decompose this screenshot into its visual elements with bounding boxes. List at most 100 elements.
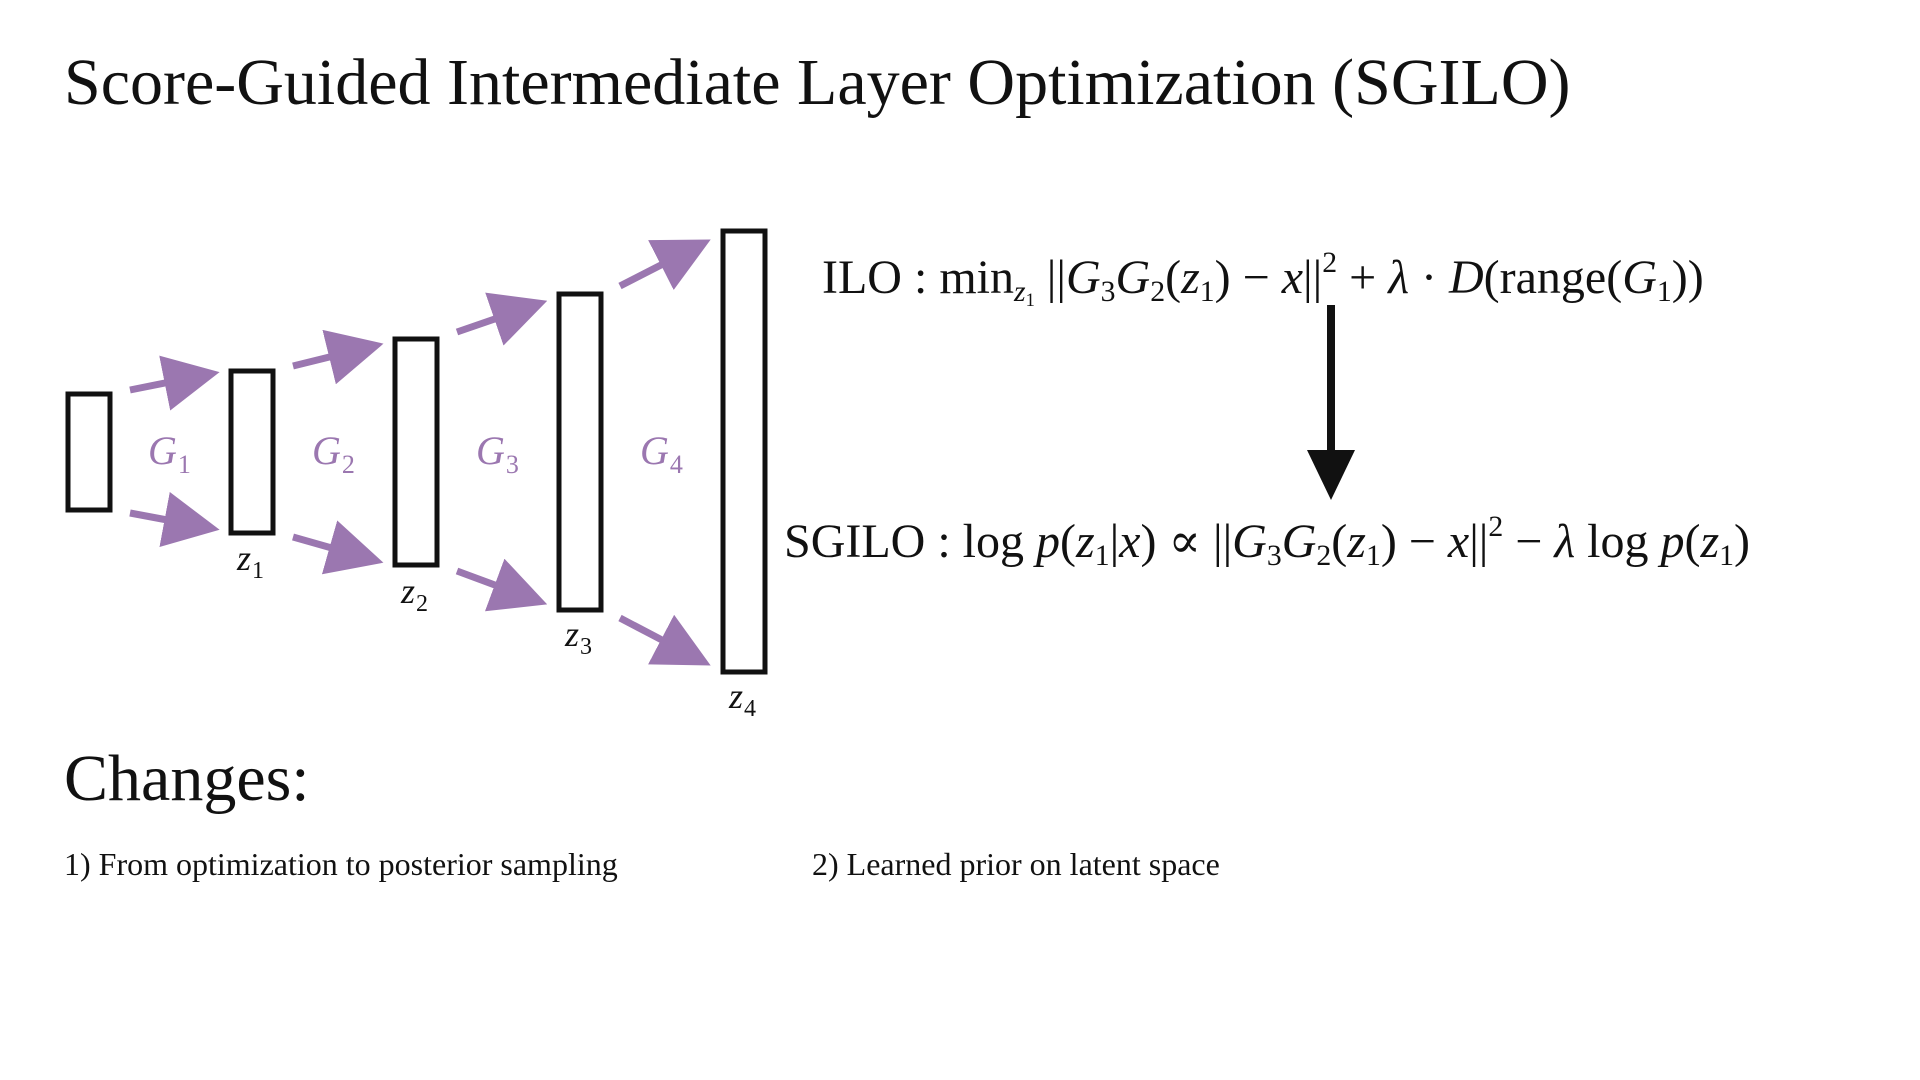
generator-label-g1: G1	[148, 428, 191, 479]
generator-label-g3-base: G	[476, 428, 505, 473]
generator-label-g2-sub: 2	[342, 450, 355, 479]
sgilo-colon: :	[925, 514, 963, 568]
sgilo-g3-sub: 3	[1266, 539, 1282, 573]
ilo-arg-open: (	[1165, 250, 1182, 304]
ilo-minus: −	[1230, 250, 1282, 304]
ilo-g1: G	[1622, 250, 1657, 304]
sgilo-arg-open: (	[1331, 514, 1348, 568]
arrow-g4-bottom	[618, 614, 711, 666]
generator-label-g3-sub: 3	[506, 450, 519, 479]
sgilo-p2: p	[1660, 514, 1685, 568]
layer-label-z2-sub: 2	[416, 591, 428, 617]
generator-label-g2-base: G	[312, 428, 341, 473]
ilo-g2: G	[1115, 250, 1151, 304]
change-item-2: 2) Learned prior on latent space	[812, 846, 1220, 882]
sgilo-z3-sub: 1	[1719, 539, 1735, 573]
ilo-equation: ILO : minz1 ||G3G2(z1) − x||2 + λ · D(ra…	[822, 248, 1704, 310]
slide-title: Score-Guided Intermediate Layer Optimiza…	[64, 46, 1571, 119]
ilo-close-norm: ||	[1303, 250, 1323, 304]
generator-arrows	[129, 239, 711, 666]
sgilo-equation: SGILO : log p(z1|x) ∝ ||G3G2(z1) − x||2 …	[784, 512, 1750, 571]
sgilo-p1: p	[1036, 514, 1061, 568]
sgilo-paren1-open: (	[1060, 514, 1076, 568]
layer-label-z1: z1	[236, 538, 264, 584]
generator-label-g4-sub: 4	[670, 450, 683, 479]
generator-label-g1-base: G	[148, 428, 177, 473]
ilo-x: x	[1281, 250, 1304, 304]
ilo-d: D	[1448, 250, 1484, 304]
sgilo-arg-close: )	[1380, 514, 1397, 568]
sgilo-minus: −	[1396, 514, 1448, 568]
sgilo-bar: |	[1109, 514, 1120, 568]
layer-label-z3: z3	[564, 614, 592, 660]
arrow-g1-top	[129, 355, 220, 411]
sgilo-g3: G	[1232, 514, 1267, 568]
generator-labels: G1 G2 G3 G4	[148, 428, 683, 479]
layer-box-z3	[556, 291, 604, 613]
ilo-lambda: λ	[1388, 250, 1409, 304]
generator-label-g2: G2	[312, 428, 355, 479]
ilo-min-sub-base: z	[1013, 275, 1026, 309]
sgilo-z1: z	[1076, 514, 1095, 568]
sgilo-propto: ∝	[1156, 514, 1213, 568]
layer-label-z4-sub: 4	[744, 696, 756, 722]
layer-box-input	[65, 391, 113, 513]
sgilo-z1-sub: 1	[1094, 539, 1110, 573]
ilo-open-norm: ||	[1034, 250, 1066, 304]
layer-box-z4	[720, 228, 768, 675]
sgilo-g2: G	[1281, 514, 1317, 568]
layer-box-z1	[228, 368, 276, 536]
generator-label-g1-sub: 1	[178, 450, 191, 479]
ilo-g1-sub: 1	[1656, 275, 1672, 309]
ilo-plus: +	[1337, 250, 1389, 304]
layer-label-z1-sub: 1	[252, 558, 264, 584]
transition-arrow-shaft	[1327, 305, 1335, 457]
sgilo-close-norm: ||	[1469, 514, 1489, 568]
ilo-range-open: (range(	[1483, 250, 1623, 304]
ilo-min: min	[939, 250, 1014, 304]
layer-label-z4-base: z	[728, 676, 743, 716]
sgilo-open-norm: ||	[1212, 514, 1233, 568]
generator-label-g4: G4	[640, 428, 683, 479]
sgilo-log2: log	[1575, 514, 1661, 568]
sgilo-g2-sub: 2	[1316, 539, 1332, 573]
ilo-min-sub-sub: 1	[1025, 290, 1035, 311]
sgilo-lambda: λ	[1554, 514, 1576, 568]
ilo-g3: G	[1066, 250, 1101, 304]
generator-label-g3: G3	[476, 428, 519, 479]
change-item-1: 1) From optimization to posterior sampli…	[64, 846, 618, 882]
arrow-g3-top	[455, 292, 548, 346]
arrow-g4-top	[618, 239, 711, 290]
sgilo-x1: x	[1119, 514, 1141, 568]
layer-box-z2	[392, 336, 440, 568]
sgilo-paren2-close: )	[1734, 514, 1751, 568]
layer-label-z4: z4	[728, 676, 756, 722]
ilo-g3-sub: 3	[1100, 275, 1116, 309]
ilo-range-close: ))	[1671, 250, 1704, 304]
sgilo-x2: x	[1447, 514, 1470, 568]
layer-boxes	[65, 228, 768, 675]
ilo-colon: :	[901, 250, 940, 304]
layer-label-z2: z2	[400, 571, 428, 617]
arrow-g2-top	[292, 329, 384, 385]
ilo-arg-close: )	[1214, 250, 1231, 304]
sgilo-log1: log	[962, 514, 1037, 568]
arrow-g1-bottom	[129, 491, 220, 548]
layer-label-z3-sub: 3	[580, 634, 592, 660]
arrow-g2-bottom	[292, 520, 384, 575]
generator-label-g4-base: G	[640, 428, 669, 473]
ilo-g2-sub: 2	[1150, 275, 1166, 309]
ilo-dot: ·	[1408, 250, 1449, 304]
arrow-g3-bottom	[455, 558, 548, 612]
changes-heading: Changes:	[64, 742, 310, 815]
sgilo-paren2-open: (	[1684, 514, 1701, 568]
sgilo-name: SGILO	[784, 514, 926, 568]
transition-arrow-head	[1307, 450, 1355, 500]
ilo-min-subscript: z1	[1013, 275, 1035, 311]
sgilo-minus2: −	[1503, 514, 1555, 568]
sgilo-z2: z	[1347, 514, 1366, 568]
sgilo-z2-sub: 1	[1365, 539, 1381, 573]
sgilo-paren1-close: )	[1140, 514, 1157, 568]
ilo-z: z	[1181, 250, 1200, 304]
